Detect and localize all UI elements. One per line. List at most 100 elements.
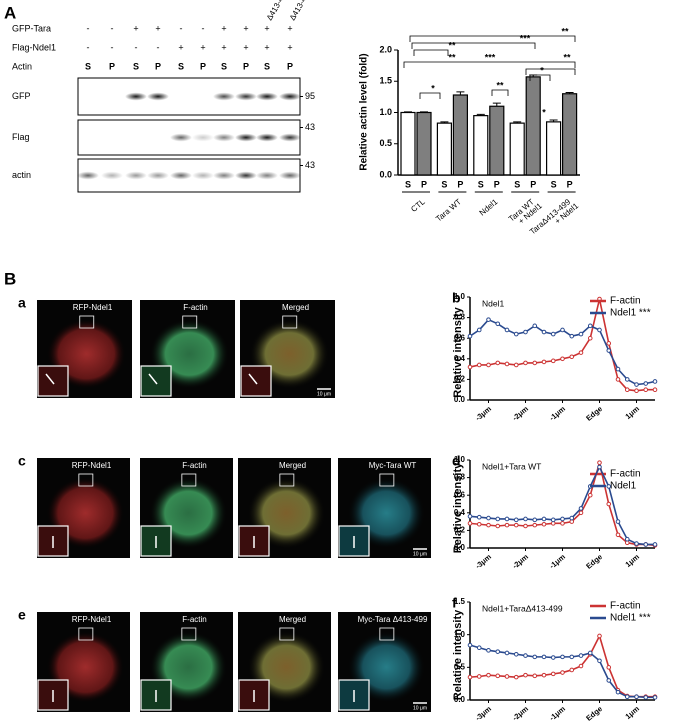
data-point [476,521,482,527]
panel-label: c [18,453,26,469]
panel-label: A [4,3,16,22]
panel-label: f [452,595,457,611]
sig-bracket [525,68,576,75]
data-point [615,366,621,372]
error-bar [565,92,574,94]
lane-mark: - [135,42,138,52]
blot-row-label: GFP-Tara [12,23,51,33]
data-point [560,670,565,675]
image-label: F-actin [182,615,206,624]
y-tick-label: 0.8 [454,473,466,482]
x-tick-label: S [551,179,557,189]
blot-band [256,171,278,180]
significance: * [431,83,435,93]
roi-box [182,315,198,329]
data-point [624,387,630,393]
bar [436,122,452,176]
image-label: Myc-Tara Δ413-499 [358,615,428,624]
data-point [523,516,528,522]
data-point [467,521,473,526]
sig-bracket [529,74,551,81]
data-point [504,650,510,656]
data-point [532,323,538,329]
legend-label: Ndel1 [610,481,637,492]
x-tick-label: S [514,179,520,189]
data-point [578,350,584,355]
y-tick-label: 0.2 [454,526,466,535]
data-point [569,515,575,521]
panel-label: d [452,453,461,469]
significance: * [542,107,546,117]
bar [416,111,432,176]
blot-band [101,171,123,180]
x-tick-label: -3μm [474,404,494,423]
y-tick-label: 0.2 [454,375,466,384]
image-label: RFP-Ndel1 [73,303,113,312]
inset-arrow [248,373,258,385]
lane-mark: + [133,23,138,33]
lane-mark: S [85,61,91,71]
y-axis-label: Relative intensity [452,462,464,553]
lane-mark: + [264,23,269,33]
y-tick-label: 1.0 [454,292,466,301]
panel-label: b [452,290,461,306]
roi-box [78,473,94,487]
data-point [569,333,575,339]
data-point [587,323,593,329]
bar [489,105,505,176]
error-bar [420,111,428,113]
y-tick-label: 1.5 [379,76,392,86]
significance: ** [561,26,569,36]
y-tick-label: 1.0 [379,107,392,117]
data-point [606,678,612,683]
data-point [615,377,621,382]
lane-mark: P [243,61,249,71]
bar [473,115,489,176]
lane-mark: + [243,23,248,33]
lane-mark: + [287,23,292,33]
x-tick-label: S [441,179,447,189]
data-point [587,650,593,656]
data-point [615,519,621,524]
x-tick-label: Edge [584,704,604,723]
panel-label: B [4,269,16,288]
sig-bracket [409,35,576,42]
data-point [550,671,556,677]
significance: ** [563,52,571,62]
blot-label: GFP [12,91,31,101]
x-tick-label: S [478,179,484,189]
blot-band [125,92,147,101]
x-tick-label: -3μm [474,552,494,571]
data-point [587,335,593,341]
data-point [624,694,630,700]
x-tick-label: -1μm [548,552,568,571]
data-point [541,359,547,365]
data-point [513,674,519,680]
lane-mark: - [111,42,114,52]
sig-bracket [403,61,576,68]
blot-band [213,133,235,142]
data-point [486,515,491,521]
image-label: F-actin [182,461,206,470]
data-point [597,464,602,470]
inset-arrow [148,373,158,385]
chart-title: Ndel1+Tara WT [482,461,541,471]
data-point [486,317,491,322]
x-tick-label: -2μm [511,552,531,571]
legend-label: F-actin [610,601,641,612]
x-tick-label: -1μm [548,704,568,723]
data-point [541,521,547,527]
data-point [476,514,482,520]
data-point [467,333,473,339]
data-point [486,522,491,528]
data-point [504,361,510,367]
series-line [469,633,655,698]
image-label: F-actin [183,303,207,312]
blot-band [235,133,257,142]
lane-mark: - [87,23,90,33]
data-point [532,522,538,528]
group-label: Ndel1 [478,197,500,218]
data-point [513,331,519,337]
data-point [513,651,519,657]
sig-bracket [419,92,441,99]
